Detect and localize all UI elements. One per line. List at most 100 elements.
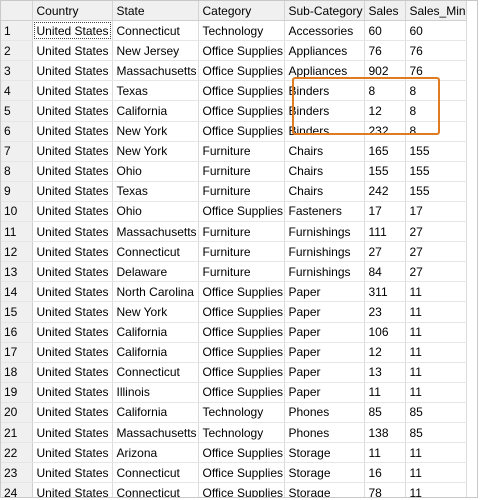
table-cell[interactable]: 85 bbox=[364, 402, 406, 423]
table-row[interactable]: 14 United States North Carolina Office Supp… bbox=[1, 281, 467, 303]
table-cell[interactable]: United States bbox=[32, 301, 113, 323]
table-cell[interactable]: Illinois bbox=[112, 382, 199, 403]
row-number[interactable]: 7 bbox=[1, 141, 33, 162]
table-cell[interactable]: 155 bbox=[405, 161, 467, 182]
column-header[interactable]: Sales_Min bbox=[405, 1, 467, 22]
table-row[interactable]: 8 United States Ohio Furniture Chairs 155 155 bbox=[1, 161, 467, 182]
table-cell[interactable]: United States bbox=[32, 181, 113, 202]
table-cell[interactable]: 11 bbox=[364, 442, 406, 464]
table-cell[interactable]: 8 bbox=[405, 80, 467, 102]
table-row[interactable]: 11 United States Massachusetts Furniture Fur… bbox=[1, 221, 467, 243]
table-cell[interactable]: Office Supplies bbox=[198, 301, 285, 323]
table-cell[interactable]: United States bbox=[32, 281, 113, 303]
selected-cell[interactable]: United States bbox=[32, 20, 113, 42]
table-cell[interactable]: Office Supplies bbox=[198, 60, 285, 82]
table-cell[interactable]: Furniture bbox=[198, 181, 285, 202]
table-cell[interactable]: 11 bbox=[405, 281, 467, 303]
table-cell[interactable]: Paper bbox=[284, 301, 365, 323]
table-cell[interactable]: Furnishings bbox=[284, 261, 365, 283]
table-cell[interactable]: North Carolina bbox=[112, 281, 199, 303]
table-row[interactable]: 7 United States New York Furniture Chairs 165… bbox=[1, 141, 467, 162]
column-header[interactable]: State bbox=[112, 1, 199, 22]
row-number[interactable]: 18 bbox=[1, 362, 33, 383]
table-cell[interactable]: Office Supplies bbox=[198, 100, 285, 122]
table-cell[interactable]: 17 bbox=[364, 201, 406, 223]
row-number[interactable]: 9 bbox=[1, 181, 33, 202]
table-cell[interactable]: 8 bbox=[364, 80, 406, 102]
table-cell[interactable]: Texas bbox=[112, 80, 199, 102]
table-cell[interactable]: Paper bbox=[284, 362, 365, 383]
table-cell[interactable]: Massachusetts bbox=[112, 221, 199, 243]
table-cell[interactable]: Connecticut bbox=[112, 241, 199, 263]
table-cell[interactable]: 17 bbox=[405, 201, 467, 223]
table-cell[interactable]: United States bbox=[32, 121, 113, 142]
table-row[interactable]: 13 United States Delaware Furniture Furnishi… bbox=[1, 261, 467, 283]
table-cell[interactable]: United States bbox=[32, 462, 113, 484]
column-header[interactable]: Sales bbox=[364, 1, 406, 22]
table-cell[interactable]: Office Supplies bbox=[198, 362, 285, 383]
row-number[interactable]: 16 bbox=[1, 322, 33, 343]
table-cell[interactable]: 78 bbox=[364, 482, 406, 497]
row-number[interactable]: 2 bbox=[1, 40, 33, 62]
table-row[interactable]: 12 United States Connecticut Furniture Furni… bbox=[1, 241, 467, 263]
table-cell[interactable]: United States bbox=[32, 80, 113, 102]
table-cell[interactable]: Appliances bbox=[284, 40, 365, 62]
table-cell[interactable]: 902 bbox=[364, 60, 406, 82]
table-row[interactable]: 20 United States California Technology Phone… bbox=[1, 402, 467, 423]
table-cell[interactable]: 11 bbox=[405, 301, 467, 323]
table-cell[interactable]: Storage bbox=[284, 442, 365, 464]
table-cell[interactable]: Accessories bbox=[284, 20, 365, 42]
table-cell[interactable]: 8 bbox=[405, 121, 467, 142]
table-cell[interactable]: California bbox=[112, 342, 199, 363]
table-cell[interactable]: Fasteners bbox=[284, 201, 365, 223]
row-number[interactable]: 1 bbox=[1, 20, 33, 42]
table-cell[interactable]: 111 bbox=[364, 221, 406, 243]
table-cell[interactable]: Binders bbox=[284, 100, 365, 122]
row-number[interactable]: 22 bbox=[1, 442, 33, 464]
table-row[interactable]: 17 United States California Office Supplies… bbox=[1, 342, 467, 363]
table-cell[interactable]: Phones bbox=[284, 402, 365, 423]
table-cell[interactable]: Appliances bbox=[284, 60, 365, 82]
row-number[interactable]: 11 bbox=[1, 221, 33, 243]
table-row[interactable]: 18 United States Connecticut Office Supplie… bbox=[1, 362, 467, 383]
table-cell[interactable]: Connecticut bbox=[112, 20, 199, 42]
table-cell[interactable]: 76 bbox=[364, 40, 406, 62]
table-cell[interactable]: Ohio bbox=[112, 201, 199, 223]
table-cell[interactable]: Delaware bbox=[112, 261, 199, 283]
table-cell[interactable]: 155 bbox=[405, 141, 467, 162]
table-row[interactable]: 24 United States Connecticut Office Supplie… bbox=[1, 482, 467, 497]
row-number-header[interactable] bbox=[1, 1, 33, 22]
table-cell[interactable]: 60 bbox=[364, 20, 406, 42]
table-cell[interactable]: Phones bbox=[284, 422, 365, 444]
table-cell[interactable]: Office Supplies bbox=[198, 462, 285, 484]
table-cell[interactable]: Furniture bbox=[198, 261, 285, 283]
table-cell[interactable]: Arizona bbox=[112, 442, 199, 464]
table-cell[interactable]: Storage bbox=[284, 462, 365, 484]
table-row[interactable]: 9 United States Texas Furniture Chairs 242 155 bbox=[1, 181, 467, 202]
table-cell[interactable]: Chairs bbox=[284, 141, 365, 162]
table-cell[interactable]: New York bbox=[112, 301, 199, 323]
table-cell[interactable]: 311 bbox=[364, 281, 406, 303]
row-number[interactable]: 5 bbox=[1, 100, 33, 122]
table-cell[interactable]: United States bbox=[32, 382, 113, 403]
table-cell[interactable]: United States bbox=[32, 100, 113, 122]
table-cell[interactable]: Office Supplies bbox=[198, 80, 285, 102]
table-cell[interactable]: New York bbox=[112, 141, 199, 162]
row-number[interactable]: 15 bbox=[1, 301, 33, 323]
row-number[interactable]: 4 bbox=[1, 80, 33, 102]
table-cell[interactable]: Office Supplies bbox=[198, 342, 285, 363]
table-cell[interactable]: Storage bbox=[284, 482, 365, 497]
table-cell[interactable]: United States bbox=[32, 161, 113, 182]
row-number[interactable]: 23 bbox=[1, 462, 33, 484]
table-cell[interactable]: United States bbox=[32, 141, 113, 162]
table-row[interactable]: 6 United States New York Office Supplies Bin… bbox=[1, 121, 467, 142]
table-cell[interactable]: Massachusetts bbox=[112, 422, 199, 444]
table-cell[interactable]: 11 bbox=[405, 362, 467, 383]
table-cell[interactable]: 106 bbox=[364, 322, 406, 343]
table-cell[interactable]: 155 bbox=[405, 181, 467, 202]
table-cell[interactable]: 27 bbox=[405, 261, 467, 283]
table-row[interactable]: 16 United States California Office Supplies… bbox=[1, 322, 467, 343]
column-header[interactable]: Sub-Category bbox=[284, 1, 365, 22]
table-cell[interactable]: 16 bbox=[364, 462, 406, 484]
table-cell[interactable]: United States bbox=[32, 362, 113, 383]
